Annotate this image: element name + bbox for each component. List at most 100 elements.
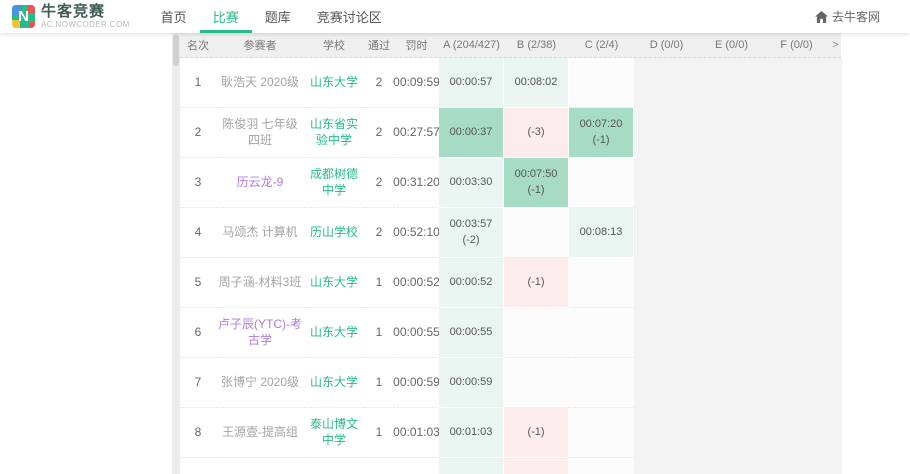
school-link[interactable]: 成都树德中学 xyxy=(304,158,364,208)
home-icon xyxy=(815,10,828,23)
problem-cell xyxy=(764,308,829,358)
problem-cell xyxy=(764,358,829,408)
solved-cell: 1 xyxy=(364,408,394,458)
table-row: 6 卢子辰(YTC)-考古学 山东大学 1 00:00:55 00:00:55 xyxy=(180,308,842,358)
brand-domain: AC.NOWCODER.COM xyxy=(41,20,130,29)
participant-link[interactable] xyxy=(216,458,304,474)
problem-cell xyxy=(569,58,634,108)
participant-link[interactable]: 马颂杰 计算机 xyxy=(216,208,304,258)
participant-link[interactable]: 陈俊羽 七年级四班 xyxy=(216,108,304,158)
problem-cell: 00:00:59 xyxy=(439,358,504,408)
penalty-cell: 00:00:52 xyxy=(393,258,440,308)
nav-item-3[interactable]: 题库 xyxy=(264,10,291,25)
problem-cell xyxy=(504,458,569,474)
solved-cell: 1 xyxy=(364,358,394,408)
problem-cell-spacer xyxy=(829,308,842,358)
school-link[interactable]: 山东省实验中学 xyxy=(304,108,364,158)
participant-link[interactable]: 王源壹-提高组 xyxy=(216,408,304,458)
problem-col-header[interactable]: A (204/427) xyxy=(443,39,500,51)
nav-item-4[interactable]: 竞赛讨论区 xyxy=(316,10,382,25)
penalty-cell: 00:31:20 xyxy=(393,158,440,208)
school-link[interactable] xyxy=(304,458,364,474)
table-row xyxy=(180,458,842,474)
problem-cell: 00:07:50 (-1) xyxy=(504,158,569,208)
rank-cell: 6 xyxy=(180,308,216,358)
problem-cell xyxy=(439,458,504,474)
penalty-cell: 00:27:57 xyxy=(393,108,440,158)
participant-link[interactable]: 耿浩天 2020级 xyxy=(216,58,304,108)
problem-cell xyxy=(504,308,569,358)
participant-link[interactable]: 张博宁 2020级 xyxy=(216,358,304,408)
problem-cell-spacer xyxy=(829,158,842,208)
school-link[interactable]: 山东大学 xyxy=(304,58,364,108)
problem-cell: 00:01:03 xyxy=(439,408,504,458)
solved-cell: 1 xyxy=(364,308,394,358)
problem-cell-spacer xyxy=(829,458,842,474)
problem-cell-spacer xyxy=(829,258,842,308)
table-row: 1 耿浩天 2020级 山东大学 2 00:09:59 00:00:57 00:08:02 xyxy=(180,58,842,108)
info-col-header: 名次 xyxy=(187,40,209,52)
nowcoder-logo-icon: N xyxy=(12,5,35,28)
rank-cell: 4 xyxy=(180,208,216,258)
problem-col-header[interactable]: B (2/38) xyxy=(516,39,557,51)
problem-cell xyxy=(569,308,634,358)
go-to-nowcoder-link[interactable]: 去牛客网 xyxy=(815,8,880,25)
problem-cell xyxy=(634,208,699,258)
school-link[interactable]: 山东大学 xyxy=(304,258,364,308)
problem-col-header[interactable]: F (0/0) xyxy=(780,39,813,51)
nav-item-2[interactable]: 比赛 xyxy=(199,0,252,33)
problem-cell xyxy=(699,158,764,208)
go-to-nowcoder-label: 去牛客网 xyxy=(831,10,880,24)
penalty-cell: 00:00:59 xyxy=(393,358,440,408)
participant-link[interactable]: 周子涵-材料3班 xyxy=(216,258,304,308)
problem-cell xyxy=(569,408,634,458)
rank-table-header: 名次 参赛者 学校 通过 罚时 A (204/427) B (2/38) C (2/4) D (… xyxy=(180,33,841,58)
problem-cell-spacer xyxy=(829,58,842,108)
solved-cell xyxy=(364,458,394,474)
penalty-cell: 00:52:10 xyxy=(393,208,440,258)
info-col-header: 通过 xyxy=(368,40,390,52)
brand-title: 牛客竞赛 xyxy=(41,3,106,20)
participant-link[interactable]: 历云龙-9 xyxy=(216,158,304,208)
problem-cell xyxy=(699,308,764,358)
school-link[interactable]: 山东大学 xyxy=(304,308,364,358)
school-link[interactable]: 泰山博文中学 xyxy=(304,408,364,458)
problem-cell: 00:03:57 (-2) xyxy=(439,208,504,258)
problem-cell xyxy=(699,408,764,458)
penalty-cell xyxy=(394,458,439,474)
info-col-header: 学校 xyxy=(323,40,345,52)
info-col-header: 参赛者 xyxy=(243,40,277,52)
nowcoder-logo[interactable]: N 牛客竞赛 AC.NOWCODER.COM xyxy=(12,4,130,29)
problem-cell: 00:07:20 (-1) xyxy=(569,108,634,158)
problem-cell xyxy=(764,108,829,158)
nav-item-1[interactable]: 首页 xyxy=(160,10,187,25)
problem-cell: 00:08:02 xyxy=(504,58,569,108)
school-link[interactable]: 山东大学 xyxy=(304,358,364,408)
table-row: 8 王源壹-提高组 泰山博文中学 1 00:01:03 00:01:03 (-1) xyxy=(180,408,842,458)
problem-cell: 00:00:52 xyxy=(439,258,504,308)
penalty-cell: 00:01:03 xyxy=(393,408,440,458)
problem-cell xyxy=(634,258,699,308)
content-area: 名次 参赛者 学校 通过 罚时 A (204/427) B (2/38) C (2/4) D (… xyxy=(0,33,910,474)
problem-cell: 00:00:37 xyxy=(439,108,504,158)
problem-cell xyxy=(504,208,569,258)
problem-cell: (-3) xyxy=(504,108,569,158)
problem-cell xyxy=(569,358,634,408)
problem-col-header[interactable]: C (2/4) xyxy=(584,39,619,51)
scrollbar-thumb[interactable] xyxy=(173,35,179,66)
penalty-cell: 00:00:55 xyxy=(393,308,440,358)
table-scrollbar[interactable] xyxy=(172,33,180,474)
logo-blue-square xyxy=(12,5,22,15)
problem-col-header[interactable]: D (0/0) xyxy=(649,39,684,51)
penalty-cell: 00:09:59 xyxy=(393,58,440,108)
school-link[interactable]: 历山学校 xyxy=(304,208,364,258)
participant-link[interactable]: 卢子辰(YTC)-考古学 xyxy=(216,308,304,358)
problem-cell: (-1) xyxy=(504,258,569,308)
problem-cell xyxy=(699,58,764,108)
next-columns-arrow[interactable]: > xyxy=(832,39,839,51)
problem-cell xyxy=(569,258,634,308)
rank-cell: 7 xyxy=(180,358,216,408)
problem-cell xyxy=(699,208,764,258)
problem-col-header[interactable]: E (0/0) xyxy=(714,39,748,51)
rank-cell: 5 xyxy=(180,258,216,308)
